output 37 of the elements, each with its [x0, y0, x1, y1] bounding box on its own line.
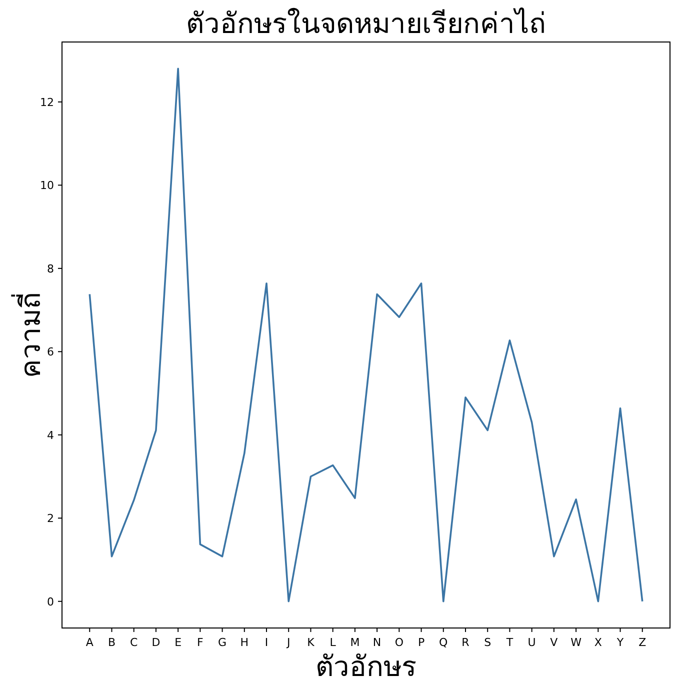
x-tick-label: E	[174, 636, 182, 649]
line-series	[88, 68, 644, 602]
x-tick-label: D	[152, 636, 160, 649]
x-tick-label: Z	[638, 636, 647, 649]
y-tick-label: 12	[40, 96, 54, 109]
x-tick-label: V	[550, 636, 558, 649]
x-tick-label: Y	[616, 636, 624, 649]
x-tick-label: B	[108, 636, 116, 649]
x-tick-label: Q	[439, 636, 448, 649]
x-tick-label: C	[130, 636, 138, 649]
x-tick-label: H	[240, 636, 249, 649]
x-tick-label: K	[307, 636, 316, 649]
x-axis-title: ตัวอักษร	[316, 650, 416, 683]
y-tick-label: 6	[47, 346, 54, 359]
x-tick-label: J	[286, 636, 290, 649]
x-tick-label: O	[394, 636, 404, 649]
x-tick-label: W	[570, 636, 582, 649]
y-tick-label: 2	[47, 512, 54, 526]
x-tick-label: M	[350, 636, 360, 649]
x-tick-label: R	[462, 636, 470, 649]
x-tick-label: A	[86, 636, 94, 649]
x-tick-label: F	[197, 636, 204, 649]
x-tick-label: N	[372, 636, 382, 649]
y-axis-title: ความถี่	[11, 292, 47, 378]
y-tick-label: 4	[47, 428, 54, 442]
x-tick-label: S	[484, 636, 492, 649]
x-tick-label: P	[418, 636, 425, 649]
x-tick-label: U	[528, 636, 536, 649]
x-tick-label: X	[594, 636, 602, 649]
x-tick-label: I	[264, 636, 268, 649]
x-tick-label: T	[505, 636, 514, 649]
x-tick-label: G	[218, 636, 227, 649]
y-tick-label: 8	[47, 262, 54, 276]
y-tick-label: 10	[40, 179, 54, 192]
chart-title: ตัวอักษรในจดหมายเรียกค่าไถ่	[186, 7, 546, 40]
x-tick-label: L	[330, 636, 337, 649]
y-tick-label: 0	[47, 595, 54, 608]
